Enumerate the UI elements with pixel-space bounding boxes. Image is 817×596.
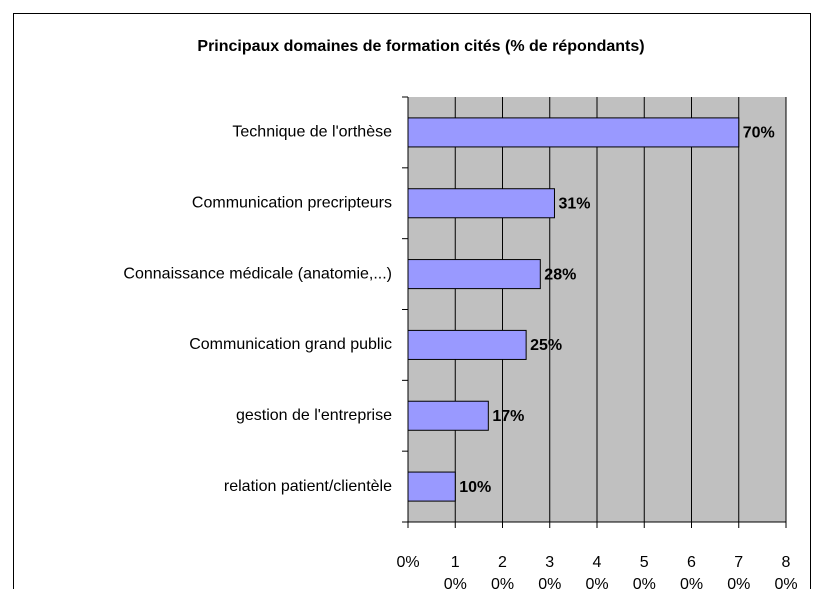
data-label: 70% <box>743 125 775 142</box>
bar <box>407 471 456 502</box>
y-tick-label: relation patient/clientèle <box>224 478 392 495</box>
x-tick-label: 70% <box>727 554 751 593</box>
bar <box>407 117 740 148</box>
x-tick-label: 60% <box>679 554 704 593</box>
bar <box>407 188 555 219</box>
data-label: 17% <box>492 408 524 425</box>
x-tick-label: 40% <box>585 554 609 593</box>
bar <box>407 259 541 290</box>
data-label: 31% <box>558 195 590 212</box>
data-label: 28% <box>544 266 576 283</box>
x-tick-label: 50% <box>632 554 656 593</box>
x-tick-label: 30% <box>538 554 562 593</box>
x-tick-label: 10% <box>443 554 467 593</box>
y-tick-label: Communication grand public <box>189 336 392 353</box>
bar <box>407 400 489 431</box>
chart-title: Principaux domaines de formation cités (… <box>197 38 644 55</box>
x-tick-label: 80% <box>774 554 798 593</box>
y-tick-label: Communication precripteurs <box>192 194 392 211</box>
bar <box>407 329 527 360</box>
data-label: 10% <box>459 479 491 496</box>
y-tick-label: Technique de l'orthèse <box>232 124 392 141</box>
x-tick-label: 0% <box>396 554 420 571</box>
data-label: 25% <box>530 337 562 354</box>
y-tick-label: gestion de l'entreprise <box>236 407 392 424</box>
x-tick-label: 20% <box>490 554 515 593</box>
y-tick-label: Connaissance médicale (anatomie,...) <box>123 265 392 282</box>
